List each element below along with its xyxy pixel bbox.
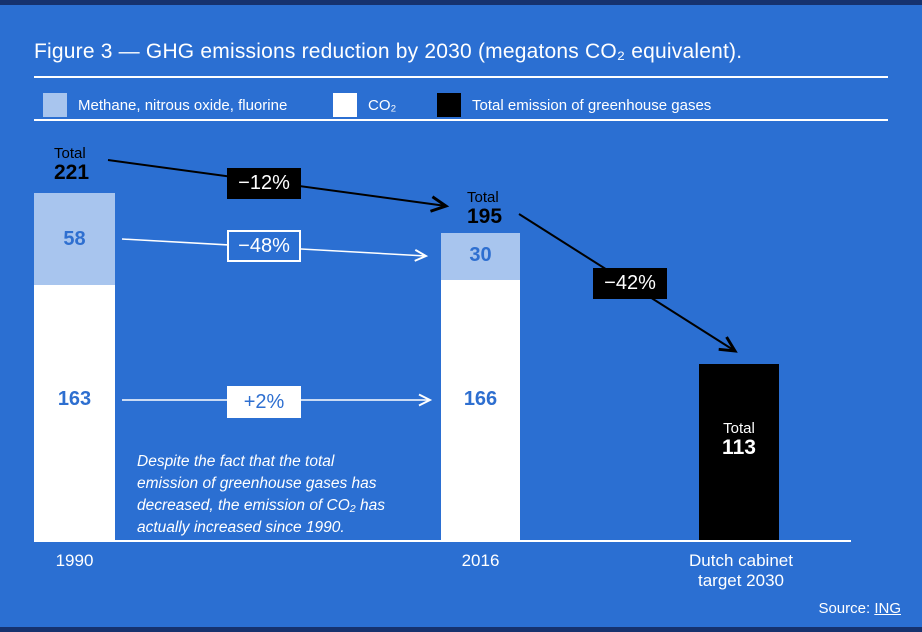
total-value-2016: 195 [467, 204, 503, 228]
pct-box-methane-change: −48% [227, 230, 301, 262]
bar-1990-methane-segment [34, 193, 115, 285]
bar-2016-methane-segment [441, 233, 520, 280]
axis-label-1990: 1990 [55, 551, 94, 570]
axis-label-2016: 2016 [461, 551, 500, 570]
annotation-line-3: decreased, the emission of CO₂ has [137, 497, 386, 514]
value-2016-co2: 166 [463, 388, 498, 410]
total-caption-target2030: Total [723, 420, 755, 437]
top-edge-strip [0, 0, 922, 5]
axis-label-target2030-line1: Dutch cabinet [689, 551, 793, 570]
legend-item-total: Total emission of greenhouse gases [437, 93, 711, 117]
legend-swatch-co2 [333, 93, 357, 117]
x-axis-line [34, 540, 851, 542]
pct-box-total-change: −12% [227, 168, 301, 199]
bar-target2030-total-segment [699, 364, 779, 540]
total-label-1990: Total 221 [54, 146, 89, 184]
divider-bottom [34, 119, 888, 121]
legend-label-co2: CO₂ [368, 96, 397, 114]
legend-item-co2: CO₂ [333, 93, 396, 117]
legend-swatch-total [437, 93, 461, 117]
total-label-target2030: Total 113 [699, 421, 779, 459]
value-2016-methane: 30 [469, 244, 492, 266]
pct-box-target-change: −42% [593, 268, 667, 299]
total-caption-1990: Total [54, 145, 86, 162]
annotation-line-1: Despite the fact that the total [137, 453, 335, 470]
pct-box-co2-change: +2% [227, 386, 301, 418]
figure-title: Figure 3 — GHG emissions reduction by 20… [34, 40, 743, 63]
value-1990-co2: 163 [57, 388, 92, 410]
bottom-edge-strip [0, 627, 922, 632]
source-label: Source: [818, 600, 871, 617]
value-1990-methane: 58 [63, 228, 86, 250]
bar-1990-co2-segment [34, 285, 115, 540]
legend-swatch-methane [43, 93, 67, 117]
annotation-note: Despite the fact that the total emission… [137, 451, 385, 539]
source-line: Source: ING [818, 600, 901, 617]
bar-2016-co2-segment [441, 280, 520, 540]
annotation-line-2: emission of greenhouse gases has [137, 475, 377, 492]
annotation-line-4: actually increased since 1990. [137, 519, 345, 536]
total-value-target2030: 113 [722, 435, 756, 459]
axis-label-target2030-line2: target 2030 [697, 571, 784, 590]
total-value-1990: 221 [54, 160, 90, 184]
legend-label-total: Total emission of greenhouse gases [472, 96, 712, 114]
legend-item-methane: Methane, nitrous oxide, fluorine [43, 93, 287, 117]
total-caption-2016: Total [467, 189, 499, 206]
axis-label-target2030: Dutch cabinet target 2030 [659, 551, 823, 591]
divider-top [34, 76, 888, 78]
source-link-ing[interactable]: ING [874, 600, 901, 617]
legend-label-methane: Methane, nitrous oxide, fluorine [78, 96, 288, 114]
total-label-2016: Total 195 [467, 190, 502, 228]
